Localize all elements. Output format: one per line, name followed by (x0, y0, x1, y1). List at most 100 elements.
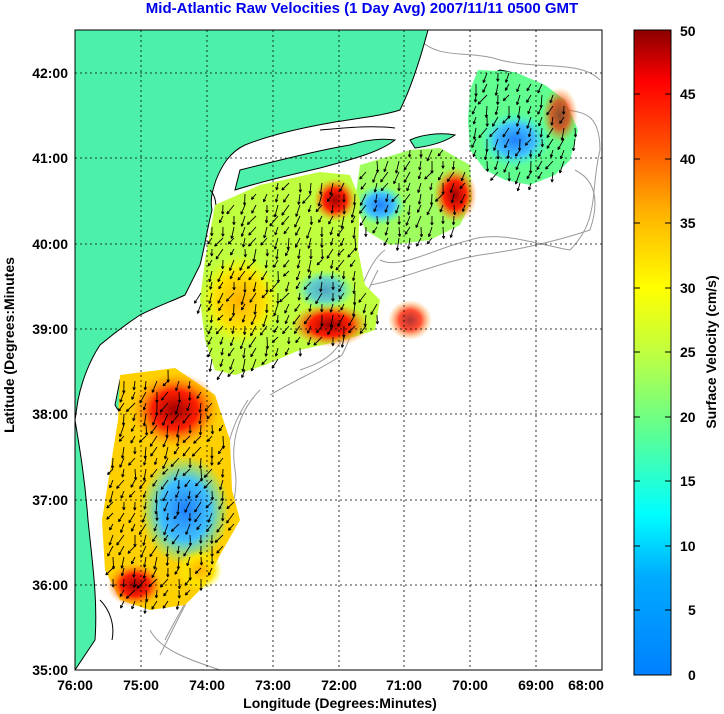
current-vector-arrow (430, 215, 434, 226)
current-vector-arrow (193, 435, 202, 444)
current-vector-arrow (142, 534, 147, 546)
current-vector-arrow (417, 193, 422, 205)
y-tick-label: 36:00 (32, 577, 68, 593)
x-tick-label: 72:00 (321, 677, 357, 693)
current-vector-arrow (494, 83, 499, 96)
current-vector-arrow (217, 457, 224, 466)
current-vector-arrow (132, 567, 136, 578)
current-vector-arrow (246, 259, 257, 270)
current-vector-arrow (132, 380, 136, 391)
current-vector-arrow (434, 193, 444, 202)
current-vector-arrow (384, 204, 389, 213)
current-vector-arrow (119, 589, 125, 597)
current-vector-arrow (110, 457, 115, 469)
x-tick-label: 74:00 (189, 677, 225, 693)
current-vector-arrow (249, 292, 257, 303)
current-vector-arrow (150, 468, 158, 478)
current-vector-arrow (296, 259, 301, 269)
current-vector-arrow (429, 193, 434, 206)
current-vector-arrow (250, 325, 257, 337)
current-vector-arrow (228, 314, 235, 322)
current-vector-arrow (210, 556, 214, 565)
current-vector-arrow (328, 215, 334, 225)
current-vector-arrow (441, 226, 446, 239)
current-vector-arrow (351, 215, 356, 224)
current-vector-arrow (160, 391, 169, 401)
current-vector-arrow (485, 160, 490, 172)
current-vector-arrow (307, 204, 312, 213)
map-title: Mid-Atlantic Raw Velocities (1 Day Avg) … (145, 0, 579, 17)
current-vector-arrow (220, 347, 224, 356)
current-vector-arrow (471, 105, 477, 115)
current-vector-arrow (133, 446, 137, 455)
current-vector-arrow (209, 314, 214, 324)
current-vector-arrow (152, 413, 158, 426)
current-vector-arrow (109, 523, 114, 531)
current-vector-arrow (118, 402, 125, 412)
current-vector-arrow (215, 248, 224, 260)
current-vector-arrow (329, 259, 334, 269)
current-vector-arrow (549, 149, 554, 158)
current-vector-arrow (284, 303, 290, 314)
current-vector-arrow (407, 237, 411, 250)
colorbar-tick-label: 15 (680, 473, 696, 489)
current-vector-arrow (572, 138, 576, 152)
current-vector-arrow (217, 314, 224, 321)
current-vector-arrow (175, 490, 180, 499)
current-vector-arrow (273, 259, 279, 268)
x-axis-title: Longitude (Degrees:Minutes) (243, 695, 437, 711)
current-vector-arrow (153, 523, 158, 532)
current-vector-arrow (261, 270, 268, 281)
x-tick-label: 75:00 (123, 677, 159, 693)
current-vector-arrow (119, 391, 125, 403)
current-vector-arrow (162, 490, 169, 502)
current-vector-arrow (198, 424, 203, 436)
current-vector-arrow (352, 270, 356, 282)
current-vector-arrow (243, 281, 247, 293)
current-vector-arrow (405, 215, 411, 226)
current-vector-arrow (194, 512, 202, 523)
current-vector-arrow (354, 237, 358, 252)
current-vector-arrow (502, 116, 510, 124)
current-vector-arrow (319, 182, 323, 195)
current-vector-arrow (419, 226, 424, 238)
current-vector-arrow (226, 204, 235, 215)
current-vector-arrow (182, 435, 191, 443)
current-vector-arrow (516, 182, 521, 192)
current-vector-arrow (160, 479, 169, 490)
current-vector-arrow (419, 149, 423, 158)
current-vector-arrow (229, 358, 235, 370)
current-vector-arrow (273, 303, 279, 317)
colorbar-tick-label: 40 (680, 151, 696, 167)
current-vector-arrow (177, 589, 181, 599)
current-vector-arrow (219, 479, 224, 491)
current-vector-arrow (546, 105, 554, 116)
current-vector-arrow (162, 435, 169, 448)
velocity-field (102, 70, 578, 610)
current-vector-arrow (426, 149, 433, 162)
current-vector-arrow (393, 171, 400, 185)
current-vector-arrow (264, 259, 268, 269)
current-vector-arrow (269, 281, 279, 293)
current-vector-arrow (472, 149, 477, 158)
current-vector-arrow (151, 380, 158, 393)
current-vector-arrow (209, 281, 213, 290)
current-vector-arrow (295, 336, 301, 344)
current-vector-arrow (163, 523, 169, 536)
current-vector-arrow (273, 204, 279, 218)
current-vector-arrow (550, 116, 554, 126)
y-axis: 42:00 41:00 40:00 39:00 38:00 37:00 36:0… (1, 65, 68, 678)
current-vector-arrow (560, 127, 565, 141)
current-vector-arrow (295, 270, 301, 281)
current-vector-arrow (166, 567, 170, 578)
current-vector-arrow (142, 468, 147, 481)
current-vector-arrow (437, 171, 444, 181)
current-vector-arrow (335, 259, 345, 271)
current-vector-arrow (347, 248, 356, 258)
current-vector-arrow (188, 534, 193, 547)
current-vector-arrow (243, 248, 248, 258)
current-vector-arrow (307, 259, 312, 273)
current-vector-arrow (558, 160, 565, 174)
current-vector-arrow (143, 457, 147, 466)
current-vector-arrow (348, 325, 356, 334)
